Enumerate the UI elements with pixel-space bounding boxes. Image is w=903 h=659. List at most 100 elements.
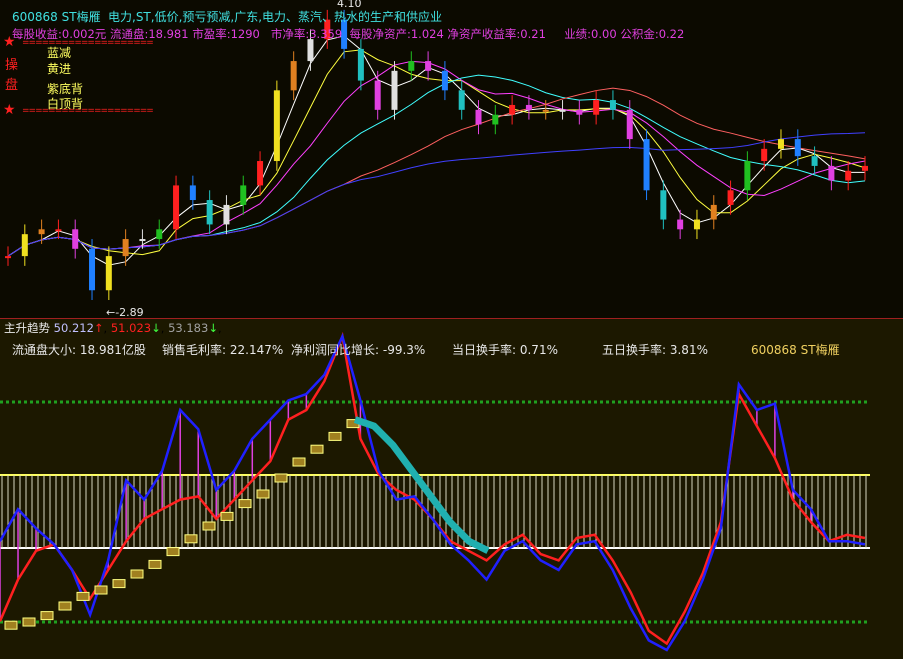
side-label: 盘 bbox=[5, 78, 19, 93]
pe-ratio: 市盈率:1290 bbox=[192, 27, 260, 41]
candle-body bbox=[206, 200, 213, 225]
ma-line-13 bbox=[7, 74, 866, 257]
nav-per-share: 每股净资产:1.024 bbox=[349, 27, 444, 41]
info-code: 600868 ST梅雁 bbox=[751, 343, 840, 357]
cyan-trend-band bbox=[353, 416, 490, 554]
indicator-value-1: 50.212 bbox=[53, 321, 94, 335]
candle-body bbox=[156, 229, 163, 240]
candle-body bbox=[643, 139, 650, 191]
candle-body bbox=[357, 48, 364, 81]
candle-body bbox=[374, 80, 381, 110]
candle-body bbox=[710, 204, 717, 220]
candle-body bbox=[341, 19, 348, 49]
candle-body bbox=[727, 190, 734, 205]
candle-body bbox=[324, 19, 331, 40]
candle-body bbox=[223, 204, 230, 225]
candle-body bbox=[307, 39, 314, 62]
yellow-step-box bbox=[310, 444, 324, 454]
red-trend-line bbox=[0, 331, 866, 646]
candle-body bbox=[693, 219, 700, 230]
legend-item: 蓝减 bbox=[47, 46, 72, 60]
indicator-value-2: 51.023 bbox=[110, 321, 152, 335]
price-panel[interactable] bbox=[0, 0, 903, 318]
candle-body bbox=[845, 170, 852, 181]
float-shares: 流通盘:18.981 bbox=[109, 27, 189, 41]
arrow-down-icon: ↓ bbox=[151, 321, 161, 335]
candle-body bbox=[441, 70, 448, 91]
arrow-down-icon: ↓ bbox=[208, 321, 218, 335]
candle-body bbox=[525, 104, 532, 110]
arrow-up-icon: ↑ bbox=[93, 321, 104, 335]
star-icon: ★ bbox=[3, 102, 16, 118]
candle-body bbox=[189, 185, 196, 201]
high-price-label: 4.10 bbox=[337, 0, 362, 10]
candle-body bbox=[425, 61, 432, 71]
info-turnover-5day: 五日换手率: 3.81% bbox=[602, 343, 708, 357]
candle-body bbox=[744, 161, 751, 191]
candle-body bbox=[593, 100, 600, 115]
star-icon: ★ bbox=[3, 34, 16, 50]
legend-item: 黄进 bbox=[47, 62, 72, 76]
candle-body bbox=[542, 109, 549, 112]
stock-code-name: 600868 ST梅雁 bbox=[12, 10, 101, 24]
yellow-step-box bbox=[112, 579, 126, 589]
yellow-step-box bbox=[94, 585, 108, 595]
yellow-step-box bbox=[130, 569, 144, 579]
indicator-header: 主升趋势 50.212↑, 51.023↓, 53.183↓, bbox=[4, 321, 222, 335]
indicator-name: 主升趋势 bbox=[4, 321, 50, 335]
candle-body bbox=[576, 109, 583, 115]
candle-body bbox=[173, 185, 180, 230]
yellow-step-box bbox=[166, 547, 180, 557]
candle-body bbox=[677, 219, 684, 230]
candle-body bbox=[559, 109, 566, 112]
candle-body bbox=[105, 256, 112, 291]
candle-body bbox=[509, 104, 516, 115]
fundamentals-row: 每股收益:0.002元 流通盘:18.981 市盈率:1290 市净率:3.35… bbox=[12, 26, 684, 42]
indicator-value-3: 53.183 bbox=[168, 321, 209, 335]
yellow-step-box bbox=[292, 457, 306, 467]
candle-body bbox=[794, 139, 801, 157]
yellow-step-box bbox=[40, 611, 54, 621]
candle-body bbox=[811, 156, 818, 166]
candle-body bbox=[72, 229, 79, 249]
yellow-step-box bbox=[58, 601, 72, 611]
ma-line-5 bbox=[7, 49, 866, 257]
candle-body bbox=[139, 239, 146, 242]
info-profit-growth: 净利润同比增长: -99.3% bbox=[291, 343, 426, 357]
ma-line-3 bbox=[7, 35, 865, 266]
candle-body bbox=[828, 165, 835, 181]
eps: 每股收益:0.002元 bbox=[12, 27, 107, 41]
yellow-step-box bbox=[274, 473, 288, 483]
candle-body bbox=[290, 61, 297, 91]
info-gross-margin: 销售毛利率: 22.147% bbox=[162, 343, 284, 357]
candle-body bbox=[21, 234, 28, 257]
ma-line-8 bbox=[7, 60, 866, 257]
divider-line: ==================== bbox=[22, 106, 154, 116]
performance: 业绩:0.00 bbox=[564, 27, 617, 41]
candle-body bbox=[122, 239, 129, 257]
info-turnover-day: 当日换手率: 0.71% bbox=[452, 343, 558, 357]
candle-body bbox=[862, 165, 868, 171]
candle-body bbox=[777, 139, 784, 149]
concepts: 电力,ST,低价,预亏预减,广东,电力、蒸汽、热水的生产和供应业 bbox=[108, 10, 443, 24]
ma-line-40 bbox=[7, 132, 866, 257]
divider-line: ==================== bbox=[22, 38, 154, 48]
candle-body bbox=[273, 90, 280, 162]
yellow-step-box bbox=[238, 499, 252, 509]
reserve: 公积金:0.22 bbox=[620, 27, 685, 41]
candle-body bbox=[458, 90, 465, 110]
panel-divider[interactable] bbox=[0, 318, 903, 319]
pb-ratio: 市净率:3.359 bbox=[270, 27, 343, 41]
blue-trend-line bbox=[0, 332, 866, 652]
candle-body bbox=[475, 109, 482, 125]
info-float: 流通盘大小: 18.981亿股 bbox=[12, 343, 146, 357]
candle-body bbox=[391, 70, 398, 110]
legend-item: 紫底背 bbox=[47, 82, 84, 96]
yellow-step-box bbox=[4, 620, 18, 630]
yellow-step-box bbox=[184, 534, 198, 544]
candle-body bbox=[761, 148, 768, 162]
candle-body bbox=[55, 229, 62, 232]
candle-body bbox=[89, 248, 96, 291]
